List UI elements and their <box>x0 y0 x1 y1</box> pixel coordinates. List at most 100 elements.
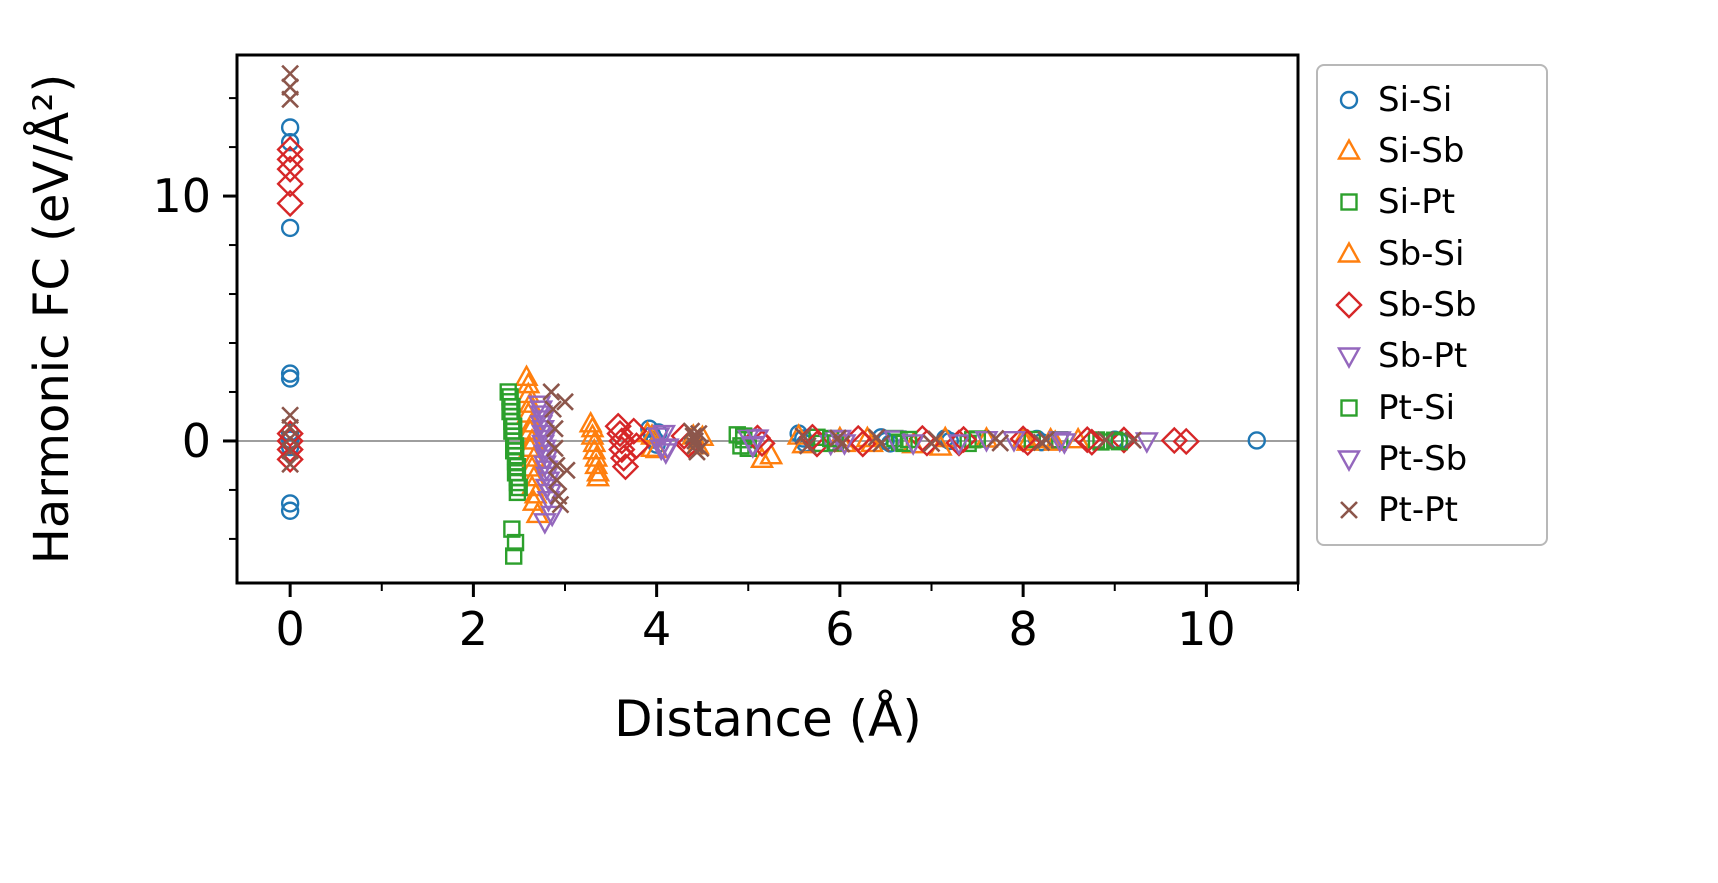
data-point <box>1011 426 1036 448</box>
legend-label: Si-Sb <box>1378 130 1465 171</box>
data-point <box>544 400 563 419</box>
data-point <box>547 456 566 475</box>
legend: Si-Si Si-Sb Si-Pt Sb-Si Sb-Sb Sb-Pt Pt-S… <box>1316 64 1548 546</box>
legend-label: Pt-Sb <box>1378 438 1468 479</box>
si-sb-marker-glyph <box>1336 138 1362 160</box>
data-point <box>1078 428 1106 456</box>
legend-label: Pt-Pt <box>1378 490 1458 531</box>
data-point <box>651 424 677 447</box>
data-point <box>532 513 557 535</box>
legend-entry-si-si: Si-Si <box>1334 75 1546 125</box>
data-point <box>646 427 671 450</box>
data-point <box>551 495 570 514</box>
data-point <box>280 132 300 152</box>
data-point <box>281 441 300 460</box>
data-point <box>927 430 946 448</box>
data-point <box>749 446 775 469</box>
data-point <box>281 64 300 83</box>
data-point <box>1110 426 1138 454</box>
data-point <box>505 427 523 445</box>
data-point <box>276 170 304 198</box>
data-point <box>686 436 705 455</box>
legend-entry-si-pt: Si-Pt <box>1334 177 1546 227</box>
data-point <box>901 434 926 456</box>
data-point <box>946 434 972 456</box>
data-point <box>794 427 813 445</box>
data-point <box>280 423 300 442</box>
sb-sb-marker-glyph <box>1335 291 1363 319</box>
x-axis-label: Distance (Å) <box>614 690 922 748</box>
legend-label: Sb-Si <box>1378 233 1465 274</box>
pt-pt-x-icon <box>1334 495 1364 525</box>
axis-ticks <box>223 97 1299 597</box>
data-point <box>604 412 632 440</box>
data-point <box>508 468 527 487</box>
series-sb-pt <box>527 395 1159 535</box>
data-point <box>546 419 564 438</box>
data-point <box>855 425 880 448</box>
data-point <box>635 420 660 443</box>
pt-sb-triangle-down-icon <box>1334 444 1364 474</box>
series-pt-si <box>501 388 1129 565</box>
data-point <box>1172 427 1200 456</box>
data-point <box>798 436 817 455</box>
si-pt-square-icon <box>1334 187 1364 217</box>
data-point <box>542 383 561 401</box>
data-point <box>503 520 521 538</box>
data-point <box>516 371 541 394</box>
data-point <box>608 427 636 455</box>
data-point <box>281 90 300 109</box>
data-point <box>974 426 999 448</box>
data-point <box>280 364 300 383</box>
data-point <box>585 459 611 482</box>
data-point <box>606 419 634 448</box>
x-tick-label: 8 <box>1008 602 1037 656</box>
x-tick-label: 4 <box>642 602 671 656</box>
data-point <box>525 501 550 524</box>
si-pt-marker-glyph <box>1340 193 1358 212</box>
data-point <box>276 445 304 474</box>
x-tick-label: 10 <box>1177 602 1236 656</box>
pt-si-marker-glyph <box>1340 398 1358 417</box>
legend-entry-si-sb: Si-Sb <box>1334 126 1546 176</box>
data-point <box>276 135 304 164</box>
legend-entry-sb-si: Sb-Si <box>1334 229 1546 279</box>
data-point <box>508 457 527 476</box>
data-point <box>280 118 300 137</box>
data-point <box>739 439 757 458</box>
legend-entry-pt-si: Pt-Si <box>1334 383 1546 433</box>
legend-label: Si-Pt <box>1378 182 1456 223</box>
data-point <box>546 439 564 458</box>
sb-si-marker-glyph <box>1336 240 1362 263</box>
x-tick-label: 0 <box>276 602 305 656</box>
data-point <box>503 407 521 426</box>
data-point <box>691 439 710 458</box>
legend-label: Pt-Si <box>1378 387 1456 428</box>
data-point <box>276 427 304 455</box>
data-point <box>1037 430 1055 449</box>
data-point <box>1134 432 1159 454</box>
data-point <box>281 455 300 474</box>
data-point <box>540 505 565 528</box>
sb-si-triangle-icon <box>1334 239 1364 269</box>
legend-entry-pt-sb: Pt-Sb <box>1334 434 1546 484</box>
data-point <box>1160 426 1189 455</box>
data-point <box>276 155 304 183</box>
pt-pt-marker-glyph <box>1340 501 1358 520</box>
data-point <box>1001 431 1027 453</box>
data-point <box>501 388 519 406</box>
plot-border <box>235 53 1300 585</box>
data-point <box>1052 433 1077 455</box>
data-point <box>280 494 300 513</box>
legend-entry-pt-pt: Pt-Pt <box>1334 485 1546 535</box>
data-point <box>1096 430 1115 449</box>
si-si-circle-icon <box>1334 85 1364 115</box>
sb-pt-marker-glyph <box>1336 347 1362 370</box>
data-point <box>506 437 525 455</box>
data-point <box>557 461 576 480</box>
data-point <box>689 424 708 443</box>
data-point <box>882 430 907 452</box>
series-pt-pt <box>281 64 1142 514</box>
data-point <box>280 218 300 238</box>
